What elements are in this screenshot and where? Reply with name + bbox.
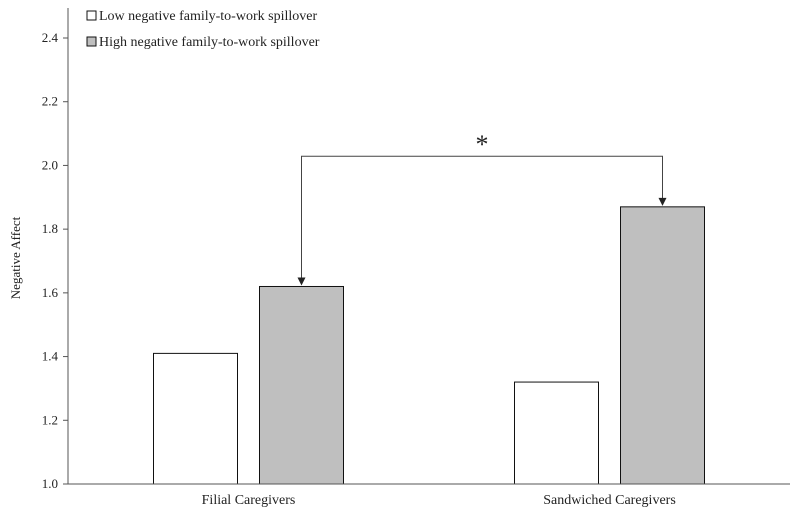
arrowhead-icon	[297, 277, 306, 286]
significance-star: *	[476, 130, 489, 159]
bar-low-filial	[153, 352, 238, 485]
bar-high-filial	[259, 285, 344, 485]
significance-annotation: *	[297, 130, 667, 286]
y-tick-label: 1.6	[42, 285, 59, 300]
legend-entry: Low negative family-to-work spillover	[99, 9, 317, 24]
y-tick-label: 2.2	[42, 94, 58, 109]
bar-low-sandwiched	[514, 381, 599, 485]
y-tick-label: 2.0	[42, 157, 58, 172]
bar-high-sandwiched	[620, 206, 705, 485]
bars	[153, 206, 705, 485]
y-axis: 1.0 1.2 1.4 1.6 1.8 2.0 2.2 2.4	[42, 8, 69, 491]
legend: Low negative family-to-work spillover Hig…	[86, 9, 320, 50]
legend-swatch	[86, 10, 97, 21]
legend-swatch	[86, 36, 97, 47]
legend-entry: High negative family-to-work spillover	[99, 35, 320, 50]
y-tick-label: 1.4	[42, 349, 59, 364]
x-category-label: Filial Caregivers	[202, 493, 296, 508]
x-category-label: Sandwiched Caregivers	[543, 493, 676, 508]
y-tick-label: 1.0	[42, 476, 58, 491]
x-axis: Filial Caregivers Sandwiched Caregivers	[68, 483, 790, 508]
significance-bracket	[301, 155, 663, 279]
y-axis-label: Negative Affect	[8, 216, 23, 299]
y-tick-label: 1.2	[42, 412, 58, 427]
y-tick-label: 1.8	[42, 221, 58, 236]
y-tick-label: 2.4	[42, 30, 59, 45]
arrowhead-icon	[658, 197, 667, 206]
